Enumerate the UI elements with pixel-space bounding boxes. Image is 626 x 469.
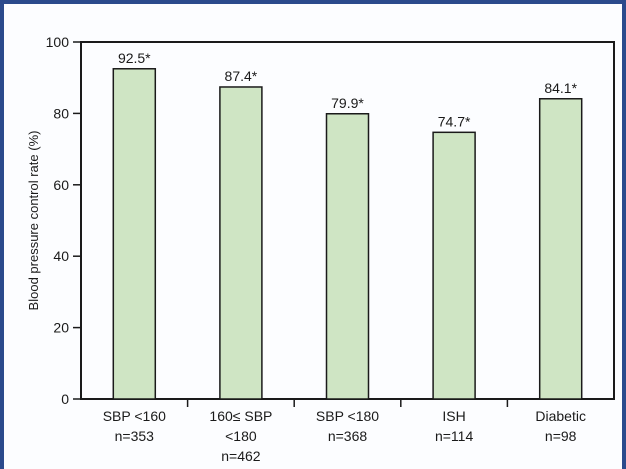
y-axis-label: Blood pressure control rate (%) — [26, 131, 41, 311]
y-tick-label: 40 — [53, 248, 69, 264]
category-label: n=353 — [115, 428, 155, 444]
bar — [432, 131, 476, 400]
bar — [325, 113, 370, 400]
labels: 92.5* SBP <160 n=353 87.4* 160≤ SBP <180 n=462… — [103, 50, 586, 464]
value-label: 79.9* — [331, 95, 364, 111]
category-label: n=368 — [328, 428, 368, 444]
value-label: 87.4* — [225, 68, 258, 84]
y-tick-label: 60 — [53, 177, 69, 193]
y-tick-label: 20 — [53, 320, 69, 336]
category-label: SBP <180 — [316, 408, 379, 424]
value-label: 92.5* — [118, 50, 151, 66]
category-label: n=98 — [545, 428, 577, 444]
bar — [112, 68, 157, 400]
category-label: n=114 — [435, 428, 473, 444]
y-tick-label: 80 — [53, 105, 69, 121]
category-label: ISH — [442, 408, 465, 424]
bar — [538, 98, 583, 400]
category-label: SBP <160 — [103, 408, 166, 424]
y-tick-label: 100 — [46, 34, 70, 50]
bar — [219, 86, 263, 400]
category-label: <180 — [225, 428, 257, 444]
category-label: n=462 — [221, 448, 261, 464]
bars — [112, 68, 583, 400]
category-label: Diabetic — [535, 408, 586, 424]
value-label: 74.7* — [438, 113, 471, 129]
y-tick-label: 0 — [61, 391, 69, 407]
bar-chart: 0 20 40 60 80 100 Blood pressure control rate … — [26, 34, 615, 464]
category-label: 160≤ SBP — [209, 408, 272, 424]
value-label: 84.1* — [544, 80, 577, 96]
